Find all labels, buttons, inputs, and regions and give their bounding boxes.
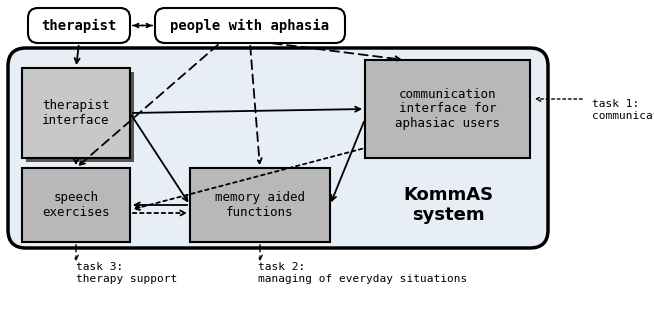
Text: communication
interface for
aphasiac users: communication interface for aphasiac use… [395,87,500,131]
Text: task 3:
therapy support: task 3: therapy support [76,262,177,284]
Text: memory aided
functions: memory aided functions [215,191,305,219]
FancyBboxPatch shape [155,8,345,43]
Text: task 1:
communication: task 1: communication [592,99,654,121]
Text: task 2:
managing of everyday situations: task 2: managing of everyday situations [258,262,467,284]
Bar [22,68,130,158]
Bar [190,168,330,242]
Text: KommAS
system: KommAS system [403,186,493,225]
Bar [26,72,134,162]
Text: people with aphasia: people with aphasia [171,18,330,33]
Text: speech
exercises: speech exercises [43,191,110,219]
Bar [365,60,530,158]
Text: therapist
interface: therapist interface [43,99,110,127]
Bar [22,168,130,242]
FancyBboxPatch shape [8,48,548,248]
Text: therapist: therapist [41,18,116,33]
FancyBboxPatch shape [28,8,130,43]
